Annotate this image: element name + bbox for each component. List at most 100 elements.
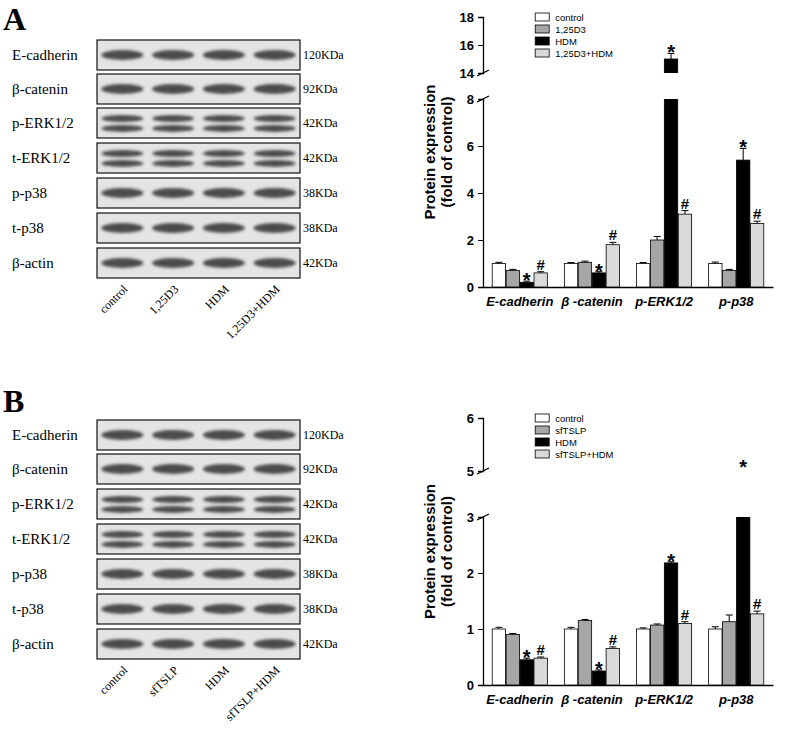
blot-band [203, 430, 245, 440]
x-axis: E-cadherinβ -cateninp-ERK1/2p-p38 [484, 685, 774, 707]
y-tick-label: 4 [467, 186, 475, 201]
blot-band [203, 258, 245, 268]
x-tick-label: E-cadherin [486, 692, 553, 707]
significance-mark: * [523, 269, 531, 291]
x-tick-label: p-ERK1/2 [634, 692, 694, 707]
blot-band [152, 569, 194, 579]
x-tick-label: β -catenin [560, 692, 623, 707]
blot-band [254, 258, 296, 268]
blot-strip [97, 629, 300, 659]
y-tick: 2 [467, 566, 483, 581]
blot-strip [97, 143, 300, 173]
x-tick: p-ERK1/2 [634, 685, 694, 707]
bar [664, 99, 677, 287]
blot-band [203, 569, 245, 579]
y-tick-mark [478, 629, 483, 630]
bar [578, 262, 591, 287]
y-tick-label: 6 [467, 411, 474, 426]
lane-label: 1,25D3+HDM [223, 282, 283, 342]
size-label: 38KDa [303, 602, 338, 616]
blot-band [101, 84, 143, 94]
error-cap [654, 236, 661, 237]
lane-label: sfTSLP [145, 663, 181, 699]
y-tick: 0 [467, 280, 483, 295]
legend-label: 1,25D3 [555, 24, 586, 35]
protein-label: t-p38 [12, 601, 44, 617]
y-tick-mark [478, 240, 483, 241]
lane-label: sfTSLP+HDM [222, 663, 283, 724]
blot-band [101, 160, 143, 167]
blot-band [101, 430, 143, 440]
blot-band [152, 115, 194, 122]
bar [578, 621, 591, 685]
blot-band [101, 223, 143, 233]
x-axis-line [484, 685, 774, 686]
protein-label: β-catenin [12, 81, 68, 97]
blot-band [254, 188, 296, 198]
blot-band [101, 115, 143, 122]
y-tick: 4 [467, 186, 483, 201]
y-tick: 6 [467, 411, 483, 426]
blot-band [152, 639, 194, 649]
blot-band [101, 496, 143, 503]
blot-band [254, 531, 296, 538]
blot-band [101, 541, 143, 548]
error-cap [568, 262, 575, 263]
axis-break [477, 468, 489, 474]
legend-label: control [555, 12, 584, 23]
panel-letter: B [3, 383, 24, 419]
blot-band [254, 506, 296, 513]
significance-mark: # [609, 631, 618, 648]
blot-band [254, 50, 296, 60]
significance-mark: # [753, 595, 762, 612]
size-label: 38KDa [303, 186, 338, 200]
bar [723, 271, 736, 287]
y-tick-label: 3 [467, 510, 474, 525]
bar [564, 264, 577, 288]
bar [606, 649, 619, 685]
protein-label: p-ERK1/2 [12, 115, 74, 131]
bar [709, 629, 722, 685]
y-tick: 2 [467, 233, 483, 248]
significance-mark: # [537, 256, 546, 273]
y-tick: 1 [467, 622, 483, 637]
panel-letter: A [3, 1, 26, 37]
plot-marks [492, 517, 764, 685]
error-cap [509, 269, 516, 270]
error-bar [726, 615, 733, 622]
bar [678, 623, 691, 685]
y-axis: 56 [467, 411, 484, 479]
significance-mark: # [681, 606, 690, 623]
legend-label: sfTSLP [555, 425, 586, 436]
size-label: 42KDa [303, 256, 338, 270]
y-tick-label: 16 [460, 38, 474, 53]
blot-band [152, 150, 194, 157]
axis-break [477, 514, 489, 520]
error-bar [495, 262, 502, 263]
bar [736, 160, 749, 287]
y-axis: 0 1 2 3 [467, 510, 484, 693]
error-bar [509, 269, 516, 270]
figure: AE-cadherin120KDaβ-catenin92KDap-ERK1/24… [0, 0, 787, 749]
blot-band [152, 506, 194, 513]
error-bar [726, 269, 733, 270]
y-tick-label: 18 [460, 10, 474, 25]
blot-strip [97, 178, 300, 208]
bar [650, 625, 663, 685]
x-tick: E-cadherin [486, 287, 553, 309]
blot-band [254, 639, 296, 649]
bar [709, 264, 722, 288]
blot-band [254, 569, 296, 579]
blot-band [254, 84, 296, 94]
error-bar [581, 261, 588, 262]
error-bar [654, 624, 661, 625]
y-axis-line [478, 18, 484, 74]
blot-strip [97, 248, 300, 278]
blot-band [203, 125, 245, 132]
y-tick-label: 0 [467, 678, 474, 693]
legend-swatch [535, 414, 549, 422]
x-tick: p-p38 [718, 287, 754, 309]
blot-band [152, 84, 194, 94]
legend-label: control [555, 413, 584, 424]
size-label: 42KDa [303, 532, 338, 546]
